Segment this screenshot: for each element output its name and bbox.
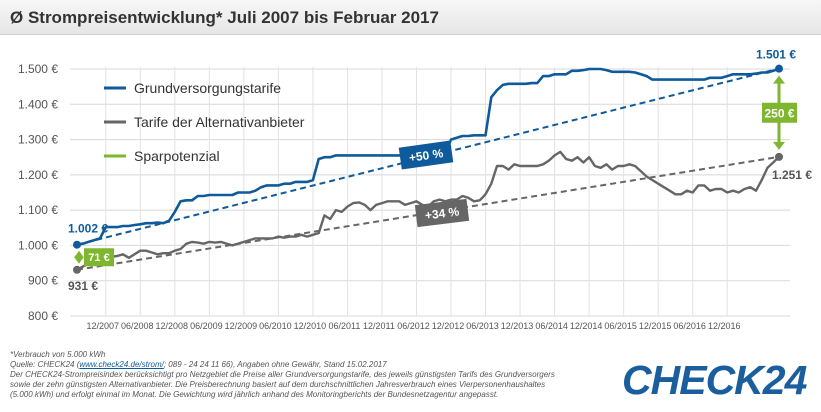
end-label-alternativ: 1.251 € [772,168,812,182]
x-tick-label: 06/2011 [329,321,361,331]
footnote: *Verbrauch von 5.000 kWh Quelle: CHECK24… [10,350,555,400]
x-tick-label: 12/2009 [225,321,258,331]
x-tick-label: 12/2012 [432,321,465,331]
legend: Grundversorgungstarife Tarife der Alterna… [104,80,305,164]
start-gap-badge [84,248,114,267]
footnote-source-prefix: Quelle: CHECK24 ( [10,360,80,369]
x-tick-label: 06/2010 [259,321,292,331]
footnote-line-5: (5.000 kWh) und erfolgt einmal im Monat.… [10,390,499,399]
legend-label-0: Grundversorgungstarife [134,80,281,96]
x-tick-label: 12/2014 [570,321,603,331]
end-gap-badge [762,102,797,123]
x-tick-label: 06/2016 [673,321,706,331]
start-gap-arrow-down [74,256,84,264]
start-gap-arrow-up [74,250,84,258]
end-gap-label: 250 € [764,106,794,120]
footnote-source-suffix: ; 089 - 24 24 11 66), Angaben ohne Gewäh… [163,360,387,369]
x-tick-label: 12/2015 [639,321,672,331]
title-bar: Ø Strompreisentwicklung* Juli 2007 bis F… [0,0,821,35]
start-point [73,240,81,249]
legend-label-2: Sparpotenzial [134,148,220,164]
trend-lines [76,67,780,271]
x-tick-label: 12/2010 [294,321,327,331]
end-label-grundversorgung: 1.501 € [756,48,796,62]
x-tick-label: 06/2009 [190,321,223,331]
growth-badge-grundversorgung-label: +50 % [408,146,444,165]
chart: 800 € 900 € 1.000 € 1.100 € 1.200 € 1.300 € 1.… [18,48,812,331]
growth-badge-alternativ-box [414,198,470,228]
x-tick-label: 12/2007 [86,321,119,331]
x-tick-label: 06/2013 [466,321,499,331]
check24-logo: CHECK24 [622,357,812,403]
footnote-line-4: sowie der zehn günstigsten Alternativanb… [10,380,546,389]
x-tick-label: 12/2008 [156,321,189,331]
check24-link[interactable]: www.check24.de/strom/ [79,360,164,369]
end-gap-arrow-down [773,141,785,150]
end-gap-arrow-up [773,75,785,84]
grid-layer [70,67,790,317]
growth-badge-grundversorgung-box [398,140,454,170]
y-tick-label: 900 € [28,274,58,288]
y-tick-label: 1.500 € [18,62,58,76]
growth-badge-grundversorgung: +50 % [398,140,454,170]
x-tick-label: 06/2012 [397,321,430,331]
growth-badge-alternativ-label: +34 % [424,204,460,222]
start-point [73,265,81,274]
start-label-alternativ: 931 € [68,279,98,293]
footnote-line-2: Quelle: CHECK24 (www.check24.de/strom/; … [10,360,555,370]
growth-badge-alternativ: +34 % [414,198,470,228]
footnote-line-1: *Verbrauch von 5.000 kWh [10,350,106,359]
end-point [775,64,783,73]
x-tick-label: 12/2016 [708,321,741,331]
logo-text: CHECK24 [622,357,807,403]
x-tick-label: 06/2015 [604,321,637,331]
x-tick-label: 12/2011 [363,321,395,331]
y-axis: 800 € 900 € 1.000 € 1.100 € 1.200 € 1.300 € 1.… [18,62,58,323]
start-gap-label: 71 € [88,252,109,264]
annotations: 1.002 € 931 € 1.501 € 1.251 € 71 € 250 € +50 %… [68,48,812,293]
x-axis: 12/2007 06/2008 12/2008 06/2009 12/2009 06/20… [86,321,740,331]
y-tick-label: 1.200 € [18,168,58,182]
chart-title: Ø Strompreisentwicklung* Juli 2007 bis F… [10,8,439,27]
x-tick-label: 06/2014 [535,321,568,331]
x-tick-label: 12/2013 [501,321,534,331]
logo-swoosh-icon [622,357,812,403]
y-tick-label: 1.100 € [18,203,58,217]
series-layer [73,64,783,274]
start-label-grundversorgung: 1.002 € [68,222,108,236]
legend-label-1: Tarife der Alternativanbieter [134,114,305,130]
y-tick-label: 800 € [28,309,58,323]
end-point [775,152,783,161]
y-tick-label: 1.300 € [18,133,58,147]
footnote-line-3: Der CHECK24-Strompreisindex berücksichti… [10,370,555,379]
y-tick-label: 1.400 € [18,97,58,111]
x-tick-label: 06/2008 [121,321,154,331]
y-tick-label: 1.000 € [18,238,58,252]
